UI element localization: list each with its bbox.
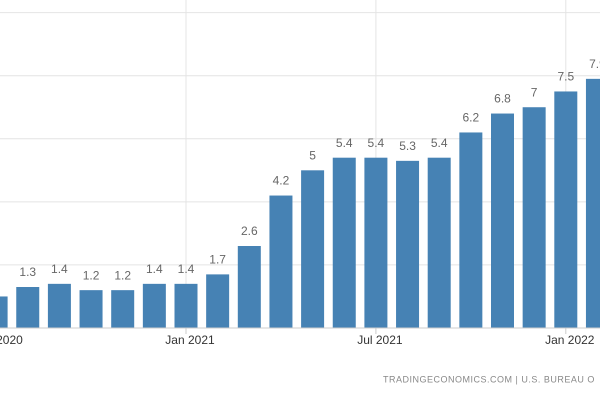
- bar: [174, 283, 198, 328]
- bar: [427, 157, 451, 328]
- x-tick-label: Jul 2020: [0, 333, 23, 347]
- bar: [47, 283, 71, 328]
- bar: [459, 132, 483, 328]
- bar: [269, 195, 293, 328]
- data-label: 6.2: [463, 111, 480, 125]
- data-label: 5.4: [431, 136, 448, 150]
- data-label: 1.3: [19, 265, 36, 279]
- bar: [585, 78, 600, 328]
- bar: [491, 113, 514, 329]
- bar: [396, 160, 420, 328]
- bar: [301, 170, 325, 328]
- bar: [0, 296, 8, 328]
- data-label: 1.2: [83, 268, 100, 282]
- source-note: TRADINGECONOMICS.COM | U.S. BUREAU O: [383, 374, 595, 384]
- data-label: 1.4: [146, 262, 163, 276]
- data-label: 5.4: [336, 136, 353, 150]
- bar: [206, 274, 230, 328]
- bar: [364, 157, 388, 328]
- data-label: 1.4: [51, 262, 68, 276]
- bar: [79, 290, 103, 328]
- x-tick-label: Jan 2022: [545, 333, 595, 347]
- bar: [111, 290, 135, 328]
- data-label: 6.8: [494, 92, 511, 106]
- data-label: 1.7: [209, 253, 226, 267]
- data-label: 4.2: [273, 174, 290, 188]
- data-label: 2.6: [241, 224, 258, 238]
- data-label: 5: [309, 148, 316, 162]
- data-label: 5.4: [368, 136, 385, 150]
- bar: [237, 246, 261, 328]
- data-label: 5.3: [399, 139, 416, 153]
- bar: [554, 91, 578, 328]
- bar: [16, 287, 40, 328]
- bar: [522, 107, 546, 328]
- data-label: 7.9: [589, 57, 600, 71]
- data-label: 7.5: [557, 70, 574, 84]
- x-tick-label: Jul 2021: [357, 333, 403, 347]
- data-label: 1.4: [178, 262, 195, 276]
- data-label: 1.2: [114, 268, 131, 282]
- bar: [142, 283, 166, 328]
- x-tick-label: Jan 2021: [165, 333, 215, 347]
- data-label: 7: [531, 85, 538, 99]
- bar: [332, 157, 356, 328]
